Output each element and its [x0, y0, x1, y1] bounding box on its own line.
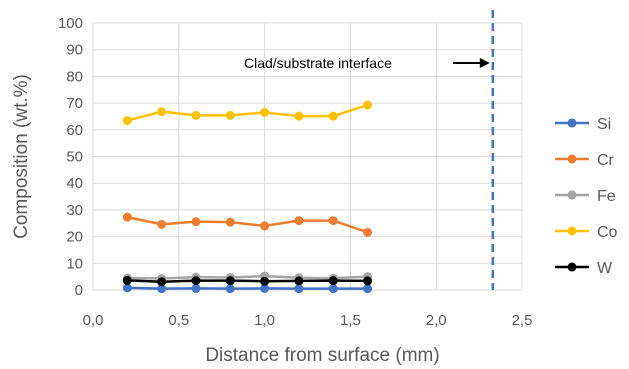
x-tick-label: 0,5 — [168, 312, 189, 329]
y-axis-title: Composition (wt.%) — [11, 74, 32, 239]
legend-item-w: W — [555, 260, 613, 277]
data-point-cr — [328, 216, 338, 226]
interface-annotation: Clad/substrate interface — [244, 55, 490, 71]
legend-marker-si — [567, 118, 577, 128]
data-point-co — [191, 110, 201, 120]
series-line-co — [127, 103, 368, 122]
series-cr — [122, 212, 373, 237]
data-point-co — [122, 115, 132, 125]
series-line-w — [127, 279, 368, 283]
data-point-si — [191, 283, 201, 293]
data-point-w — [157, 277, 167, 287]
data-point-si — [225, 284, 235, 294]
data-point-co — [294, 111, 304, 121]
data-point-co — [260, 107, 270, 117]
x-tick-label: 1,5 — [340, 312, 361, 329]
data-point-w — [191, 276, 201, 286]
legend-item-si: Si — [555, 116, 611, 133]
data-point-si — [363, 284, 373, 294]
annotation-arrow-head — [479, 58, 490, 68]
data-point-cr — [122, 212, 132, 222]
y-tick-label: 90 — [66, 42, 83, 59]
legend-item-co: Co — [555, 224, 618, 241]
x-tick-label: 1,0 — [254, 312, 275, 329]
x-tick-label: 0,0 — [83, 312, 104, 329]
data-point-w — [225, 276, 235, 286]
legend-marker-cr — [567, 154, 577, 164]
annotation-text: Clad/substrate interface — [244, 55, 392, 71]
data-point-cr — [294, 216, 304, 226]
series-line-fe — [127, 274, 368, 280]
data-point-w — [363, 276, 373, 286]
data-point-w — [294, 276, 304, 286]
data-point-si — [157, 284, 167, 294]
data-point-co — [225, 110, 235, 120]
y-tick-label: 10 — [66, 255, 83, 272]
data-point-cr — [363, 227, 373, 237]
legend: Si Cr Fe Co W — [555, 116, 618, 277]
data-point-si — [294, 284, 304, 294]
data-point-w — [122, 275, 132, 285]
x-tick-labels: 0,0 0,5 1,0 1,5 2,0 2,5 — [83, 312, 533, 329]
legend-label-fe: Fe — [597, 188, 616, 205]
data-point-co — [363, 100, 373, 110]
data-point-cr — [225, 217, 235, 227]
legend-marker-w — [567, 262, 577, 272]
y-tick-label: 80 — [66, 68, 83, 85]
series-layer — [122, 100, 373, 294]
series-si — [122, 283, 373, 294]
legend-label-co: Co — [597, 224, 618, 241]
y-tick-label: 50 — [66, 149, 83, 166]
y-tick-labels: 0 10 20 30 40 50 60 70 80 90 100 — [58, 15, 83, 299]
legend-item-fe: Fe — [555, 188, 616, 205]
legend-label-w: W — [597, 260, 613, 277]
y-tick-label: 60 — [66, 122, 83, 139]
x-axis-title: Distance from surface (mm) — [205, 345, 439, 366]
gridlines — [92, 22, 523, 291]
data-point-cr — [157, 219, 167, 229]
data-point-cr — [260, 221, 270, 231]
series-co — [122, 100, 373, 125]
data-point-si — [260, 283, 270, 293]
data-point-co — [157, 107, 167, 117]
data-point-w — [260, 276, 270, 286]
y-tick-label: 30 — [66, 202, 83, 219]
x-tick-label: 2,0 — [426, 312, 447, 329]
legend-marker-co — [567, 226, 577, 236]
y-tick-label: 0 — [75, 282, 83, 299]
data-point-co — [328, 111, 338, 121]
y-tick-label: 70 — [66, 95, 83, 112]
legend-marker-fe — [567, 190, 577, 200]
legend-label-si: Si — [597, 116, 611, 133]
legend-item-cr: Cr — [555, 152, 615, 169]
data-point-cr — [191, 217, 201, 227]
data-point-w — [328, 276, 338, 286]
x-tick-label: 2,5 — [512, 312, 533, 329]
y-tick-label: 100 — [58, 15, 83, 32]
series-w — [122, 275, 373, 287]
series-line-si — [127, 286, 368, 290]
data-point-si — [328, 284, 338, 294]
data-point-si — [122, 283, 132, 293]
y-tick-label: 20 — [66, 229, 83, 246]
legend-label-cr: Cr — [597, 152, 615, 169]
y-tick-label: 40 — [66, 175, 83, 192]
series-line-cr — [127, 215, 368, 234]
